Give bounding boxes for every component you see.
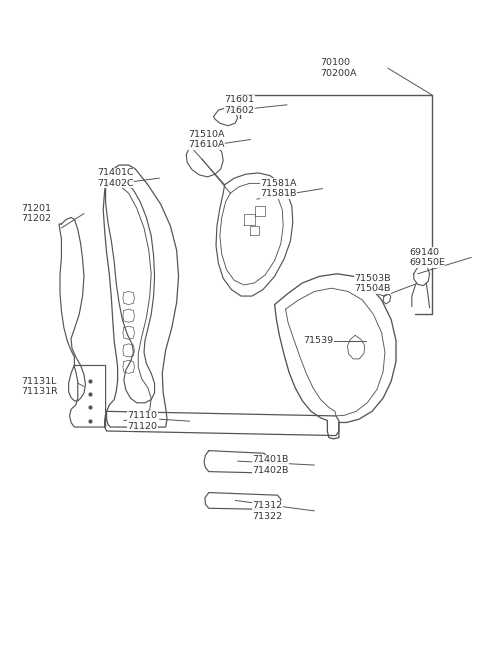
Text: 70100
70200A: 70100 70200A (321, 58, 357, 78)
Text: 71601
71602: 71601 71602 (225, 95, 254, 115)
Text: 71401C
71402C: 71401C 71402C (97, 168, 133, 188)
Text: 71581A
71581B: 71581A 71581B (260, 179, 297, 198)
Text: 71131L
71131R: 71131L 71131R (22, 377, 59, 396)
Text: 71401B
71402B: 71401B 71402B (252, 455, 288, 475)
Text: 71539: 71539 (303, 336, 334, 345)
Text: 71510A
71610A: 71510A 71610A (188, 130, 225, 149)
Text: 69140
69150E: 69140 69150E (409, 248, 445, 267)
Text: 71110
71120: 71110 71120 (127, 411, 157, 431)
Text: 71503B
71504B: 71503B 71504B (354, 274, 391, 293)
Text: 71312
71322: 71312 71322 (252, 501, 282, 521)
Text: 71201
71202: 71201 71202 (22, 204, 51, 223)
